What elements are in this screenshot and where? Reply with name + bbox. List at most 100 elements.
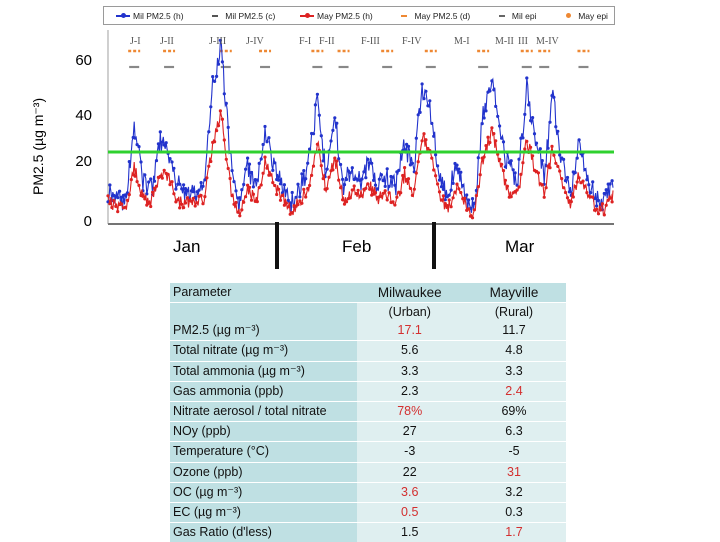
data-point: [432, 168, 436, 172]
data-point: [562, 186, 566, 190]
data-point: [273, 161, 277, 165]
episode-label: J-I: [130, 36, 141, 47]
data-point: [156, 142, 160, 146]
table-row: PM2.5 (µg m⁻³) 17.1 11.7: [170, 321, 566, 341]
data-point: [494, 104, 498, 108]
data-point: [496, 152, 500, 156]
data-point: [327, 175, 331, 179]
data-point: [529, 119, 533, 123]
legend-label: May epi: [578, 10, 608, 21]
data-point: [441, 194, 445, 198]
data-point: [434, 174, 438, 178]
data-point: [527, 103, 531, 107]
data-point: [583, 168, 587, 172]
data-point: [531, 154, 535, 158]
legend-label: May PM2.5 (d): [414, 10, 471, 21]
data-point: [278, 198, 283, 202]
data-point: [257, 186, 261, 190]
data-point: [329, 139, 333, 143]
row-parameter: OC (µg m⁻³): [170, 481, 358, 503]
data-point: [558, 153, 562, 157]
data-point: [596, 212, 601, 216]
table-subheader-row: (Urban) (Rural): [170, 302, 566, 322]
data-point: [571, 195, 575, 199]
data-point: [368, 187, 372, 191]
data-point: [189, 199, 193, 203]
data-point: [240, 188, 244, 192]
data-point: [112, 198, 116, 203]
data-point: [135, 143, 139, 147]
data-point: [284, 189, 288, 193]
data-point: [426, 146, 430, 151]
data-point: [152, 179, 157, 183]
data-point: [406, 177, 411, 181]
data-point: [362, 170, 366, 174]
data-point: [249, 198, 254, 202]
subheader-blank: [170, 302, 358, 322]
y-axis-label: PM2.5 (µg m⁻³): [30, 97, 46, 195]
data-point: [472, 208, 476, 212]
data-point: [373, 183, 378, 187]
data-point: [224, 157, 228, 161]
episode-label: F-III: [361, 36, 380, 47]
data-point: [108, 183, 112, 187]
data-point: [257, 161, 261, 165]
data-point: [552, 95, 556, 99]
data-point: [170, 160, 174, 164]
data-point: [610, 179, 614, 183]
data-point: [585, 191, 589, 195]
data-point: [373, 191, 378, 195]
data-point: [556, 129, 560, 133]
data-point: [296, 203, 300, 207]
row-parameter: EC (µg m⁻³): [170, 502, 358, 523]
data-point: [255, 200, 259, 204]
data-point: [213, 140, 217, 144]
data-point: [342, 202, 347, 206]
series-layer: [106, 38, 614, 220]
data-point: [406, 144, 411, 148]
data-point: [383, 184, 387, 188]
legend-item-mil-epi: Mil epi: [495, 11, 536, 21]
episode-label: M-II: [495, 36, 514, 47]
series-1: [106, 109, 614, 220]
data-point: [387, 191, 391, 195]
data-point: [209, 159, 213, 164]
data-point: [379, 173, 383, 177]
data-point: [215, 129, 219, 133]
data-point: [391, 200, 395, 204]
row-parameter: NOy (ppb): [170, 421, 358, 442]
data-point: [478, 173, 482, 177]
data-point: [519, 172, 523, 176]
legend-item-mil-hourly: Mil PM2.5 (h): [116, 11, 184, 21]
data-point: [350, 188, 354, 192]
data-point: [480, 122, 484, 126]
data-point: [569, 200, 573, 204]
data-point: [385, 198, 389, 202]
data-point: [325, 167, 329, 171]
data-point: [395, 195, 399, 199]
data-point: [277, 187, 281, 191]
data-point: [364, 186, 368, 190]
data-point: [261, 142, 265, 147]
data-point: [215, 74, 219, 78]
data-point: [490, 79, 494, 83]
data-point: [311, 164, 316, 168]
data-point: [585, 178, 589, 182]
data-point: [482, 116, 486, 120]
row-mayville-value: 6.3: [462, 421, 566, 442]
data-point: [575, 156, 579, 160]
data-point: [422, 97, 426, 101]
table-row: Temperature (°C) -3 -5: [170, 441, 566, 463]
data-point: [110, 205, 114, 210]
data-point: [591, 195, 595, 199]
data-point: [222, 138, 226, 142]
data-point: [255, 178, 259, 182]
data-point: [525, 139, 529, 143]
data-point: [560, 177, 564, 181]
data-point: [224, 101, 228, 105]
data-point: [199, 193, 203, 198]
data-point: [269, 173, 273, 177]
data-point: [216, 62, 221, 66]
data-point: [465, 193, 469, 197]
